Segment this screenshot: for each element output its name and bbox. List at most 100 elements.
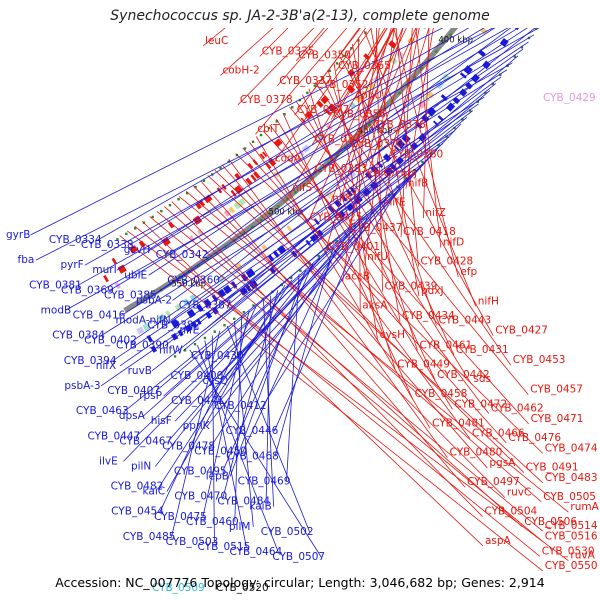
leader-line [249, 141, 471, 439]
tick-mark [298, 98, 302, 102]
leader-line [123, 251, 327, 462]
leader-line [151, 143, 444, 372]
leader-line [100, 162, 425, 387]
gene-feature [300, 117, 306, 124]
leader-line [339, 56, 494, 336]
gene-label: CYB_0430 [191, 350, 244, 362]
gene-feature [419, 9, 422, 12]
leader-line [272, 28, 372, 164]
gene-feature [235, 262, 243, 271]
tick-mark [252, 304, 255, 307]
leader-line [170, 76, 502, 321]
gene-label: kaiC [143, 486, 166, 498]
leader-line [166, 284, 286, 492]
leader-line [167, 229, 355, 442]
tick-mark [420, 67, 424, 70]
gene-label: rumA [570, 501, 599, 513]
tick-mark [242, 310, 246, 314]
tick-mark [398, 91, 401, 95]
leader-line [97, 28, 470, 241]
gene-label-cyan: CYB_0509 [152, 582, 205, 594]
leader-line [353, 28, 395, 101]
gene-label: CYB_0470 [174, 491, 227, 503]
gene-feature [203, 298, 212, 308]
leader-line [202, 28, 226, 47]
gene-feature [267, 254, 275, 262]
gene-label: kaiB [249, 501, 271, 513]
leader-line [196, 344, 279, 553]
leader-line [109, 34, 535, 291]
leader-line [77, 28, 540, 286]
gene-feature [463, 65, 473, 75]
gene-feature [277, 244, 287, 255]
leader-line [229, 268, 307, 477]
gene-label: CYB_0418 [403, 226, 456, 238]
gene-label: CYB_0360 [167, 274, 220, 286]
gene-label: CYB_0462 [491, 403, 544, 415]
gene-label: pyrF [60, 259, 83, 271]
gene-label: CYB_0460 [186, 516, 239, 528]
leader-line [289, 106, 529, 395]
gene-label: CYB_0481 [432, 417, 485, 429]
gene-feature [129, 245, 138, 254]
gene-feature [325, 190, 334, 199]
gene-label: CYB_0387 [179, 299, 232, 311]
gene-label: CYB_0441 [171, 395, 224, 407]
gene-feature [290, 250, 298, 258]
gene-label: CYB_0530 [542, 545, 595, 557]
leader-line [289, 28, 388, 194]
tick-mark [319, 169, 322, 172]
gene-label: ruvB [128, 365, 152, 377]
gene-label: cobU [356, 89, 383, 101]
tick-mark [477, 0, 479, 1]
gene-feature [428, 0, 432, 2]
tick-mark [456, 25, 458, 27]
gene-feature [230, 189, 237, 197]
leader-line [171, 201, 483, 517]
gene-feature [234, 172, 241, 180]
gene-label: CYB_0463 [76, 405, 129, 417]
tick-mark [168, 203, 172, 207]
gene-feature [502, 1, 506, 7]
tick-mark [141, 300, 144, 303]
leader-line [405, 28, 434, 189]
leader-line [214, 169, 525, 473]
gene-label: CYB_0427 [495, 325, 548, 337]
gene-label: CYB_0434 [402, 310, 455, 322]
leader-line [234, 320, 254, 527]
gene-feature [217, 288, 227, 298]
gene-feature [348, 101, 357, 109]
tick-mark [251, 225, 254, 229]
leader-line [195, 83, 496, 326]
gene-feature [191, 321, 198, 329]
leader-line [273, 217, 368, 432]
gene-label: CYB_0449 [397, 358, 450, 370]
gene-feature [433, 120, 439, 126]
gene-label: CYB_0375 [314, 134, 367, 146]
gene-label: CYB_0378 [240, 94, 293, 106]
tick-mark [385, 8, 387, 10]
gene-feature [146, 334, 154, 343]
gene-label: ilvE [99, 455, 118, 467]
gene-label: sds [473, 373, 491, 385]
tick-mark [243, 147, 247, 150]
gene-feature [195, 202, 202, 210]
tick-mark [542, 18, 544, 20]
tick-mark [484, 91, 487, 95]
gene-feature [250, 174, 257, 182]
gene-feature [170, 319, 180, 329]
gene-feature [443, 0, 445, 2]
tick-mark [285, 198, 289, 201]
leader-line [234, 316, 243, 522]
gene-label: pgsA [489, 457, 516, 469]
gene-label: CYB_0505 [543, 491, 596, 503]
leader-line [164, 206, 523, 528]
tick-mark [213, 330, 216, 333]
tick-mark [437, 143, 440, 147]
gene-feature [233, 201, 241, 210]
leader-line [132, 103, 479, 341]
leader-line [220, 28, 274, 76]
gene-label: CYB_0472 [454, 398, 507, 410]
gene-label: CYB_0428 [421, 256, 474, 268]
leader-line [183, 116, 468, 352]
